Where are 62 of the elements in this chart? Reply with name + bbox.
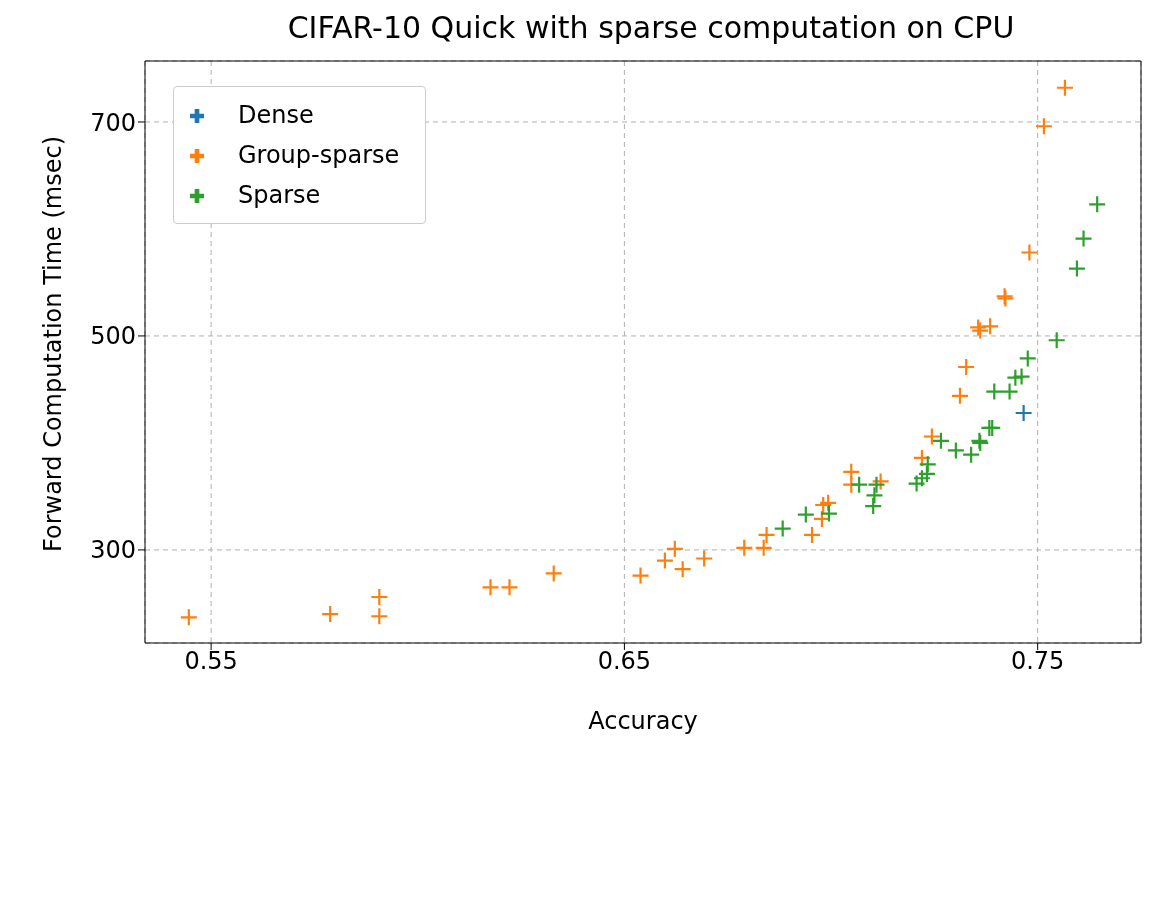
point — [370, 587, 389, 607]
point — [665, 539, 684, 558]
point — [370, 607, 389, 626]
point — [655, 551, 674, 570]
x-tick-label: 0.65 — [597, 647, 652, 676]
y-tick-label: 700 — [90, 108, 136, 137]
point — [957, 357, 976, 377]
point — [773, 519, 792, 538]
point — [481, 578, 500, 597]
point — [871, 472, 890, 491]
point — [796, 505, 815, 524]
point — [981, 317, 1000, 336]
point — [918, 455, 937, 474]
point — [802, 525, 822, 545]
point — [1000, 382, 1019, 401]
point — [500, 578, 519, 597]
point — [864, 496, 883, 516]
point — [865, 486, 884, 505]
point — [631, 566, 650, 585]
point — [735, 538, 754, 557]
point — [819, 504, 839, 523]
point — [907, 474, 926, 493]
point — [321, 605, 340, 624]
point — [1018, 349, 1037, 368]
x-tick-label: 0.75 — [1010, 647, 1065, 676]
point — [1047, 331, 1066, 350]
point — [1055, 78, 1075, 97]
point — [962, 445, 981, 464]
point — [931, 431, 951, 450]
point — [814, 495, 833, 515]
point — [985, 382, 1004, 401]
point — [850, 475, 869, 494]
y-axis-title: Forward Computation Time (msec) — [38, 135, 67, 552]
point — [1074, 229, 1093, 248]
point — [757, 525, 776, 545]
point — [912, 448, 932, 468]
x-axis-title: Accuracy — [588, 707, 698, 735]
point — [673, 560, 692, 579]
point — [912, 469, 932, 488]
point — [946, 441, 965, 460]
point — [1020, 243, 1039, 262]
x-tick-label: 0.55 — [184, 647, 238, 676]
point — [1014, 403, 1033, 423]
point — [754, 538, 773, 557]
point — [950, 386, 970, 405]
legend-label: Dense — [238, 101, 314, 129]
point — [1034, 117, 1053, 136]
point — [917, 464, 937, 484]
point — [819, 493, 838, 512]
point — [1088, 195, 1107, 214]
point — [544, 564, 563, 583]
point — [179, 608, 198, 627]
point — [1067, 259, 1087, 278]
point — [922, 427, 941, 446]
point — [1012, 367, 1031, 386]
y-tick-label: 500 — [90, 322, 136, 351]
point — [867, 475, 886, 494]
y-tick-label: 300 — [90, 536, 136, 565]
point — [695, 549, 714, 568]
chart-title: CIFAR-10 Quick with sparse computation on CPU — [286, 10, 1016, 45]
legend-label: Group-sparse — [238, 141, 400, 169]
legend-label: Sparse — [238, 181, 321, 209]
